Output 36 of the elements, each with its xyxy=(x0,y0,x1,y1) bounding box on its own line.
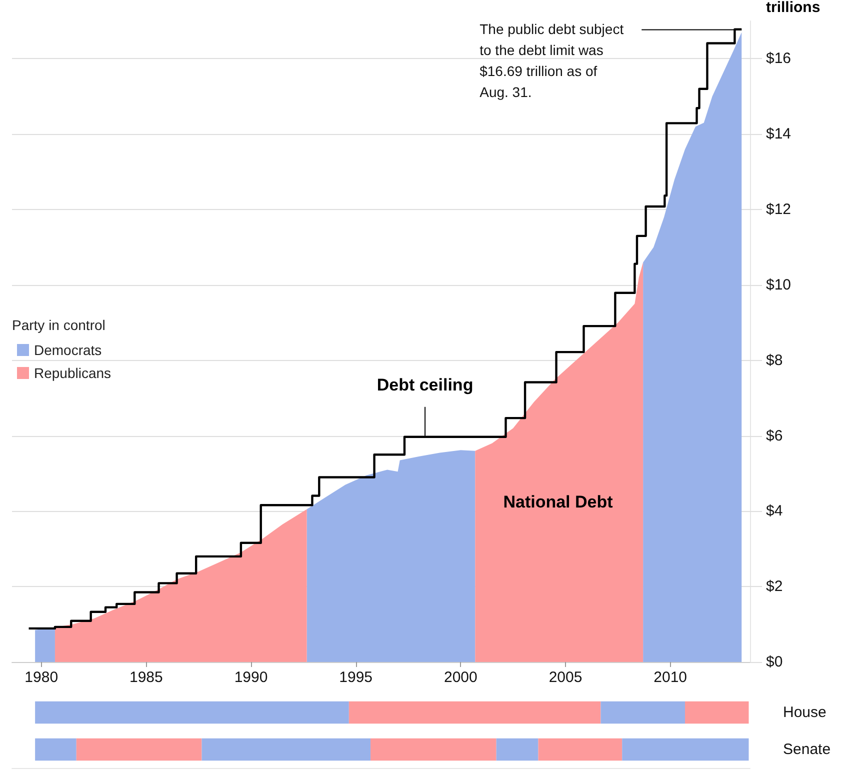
bar xyxy=(622,738,749,761)
annotation: The public debt subject to the debt limit was $16.69 trillion as of Aug. 31. xyxy=(480,21,628,100)
y-tick-label: $4 xyxy=(766,502,783,520)
bar xyxy=(348,701,601,724)
bar xyxy=(370,738,496,761)
y-axis-title: trillions xyxy=(766,0,820,16)
x-tick-label: 1990 xyxy=(234,669,268,686)
bar xyxy=(35,701,349,724)
legend-label: Republicans xyxy=(34,365,112,381)
y-tick-label: $0 xyxy=(766,654,783,670)
x-tick-label: 2010 xyxy=(654,669,688,686)
x-tick-label: 1980 xyxy=(24,669,58,686)
x-tick-label: 1985 xyxy=(129,669,163,686)
bar xyxy=(35,738,76,761)
bar xyxy=(76,738,202,761)
bar xyxy=(496,738,538,761)
y-tick-label: $12 xyxy=(766,201,792,218)
y-tick-label: House xyxy=(783,704,826,721)
bar xyxy=(202,738,371,761)
y-tick-label: $8 xyxy=(766,352,783,369)
y-tick-label: Senate xyxy=(783,741,831,758)
x-tick-label: 2000 xyxy=(444,669,478,686)
legend-title: Party in control xyxy=(12,317,106,333)
annotation: National Debt xyxy=(503,492,614,512)
y-tick-label: $14 xyxy=(766,126,792,143)
legend-label: Democrats xyxy=(34,342,102,358)
bar xyxy=(538,738,622,761)
bar xyxy=(600,701,686,724)
annotation: Debt ceiling xyxy=(376,375,474,394)
x-tick-label: 2005 xyxy=(548,669,582,686)
bar xyxy=(685,701,749,724)
y-tick-label: $10 xyxy=(766,276,792,294)
y-tick-label: $2 xyxy=(766,578,783,596)
x-tick-label: 1995 xyxy=(339,669,373,686)
y-tick-label: $6 xyxy=(766,427,783,444)
y-tick-label: $16 xyxy=(766,50,792,68)
